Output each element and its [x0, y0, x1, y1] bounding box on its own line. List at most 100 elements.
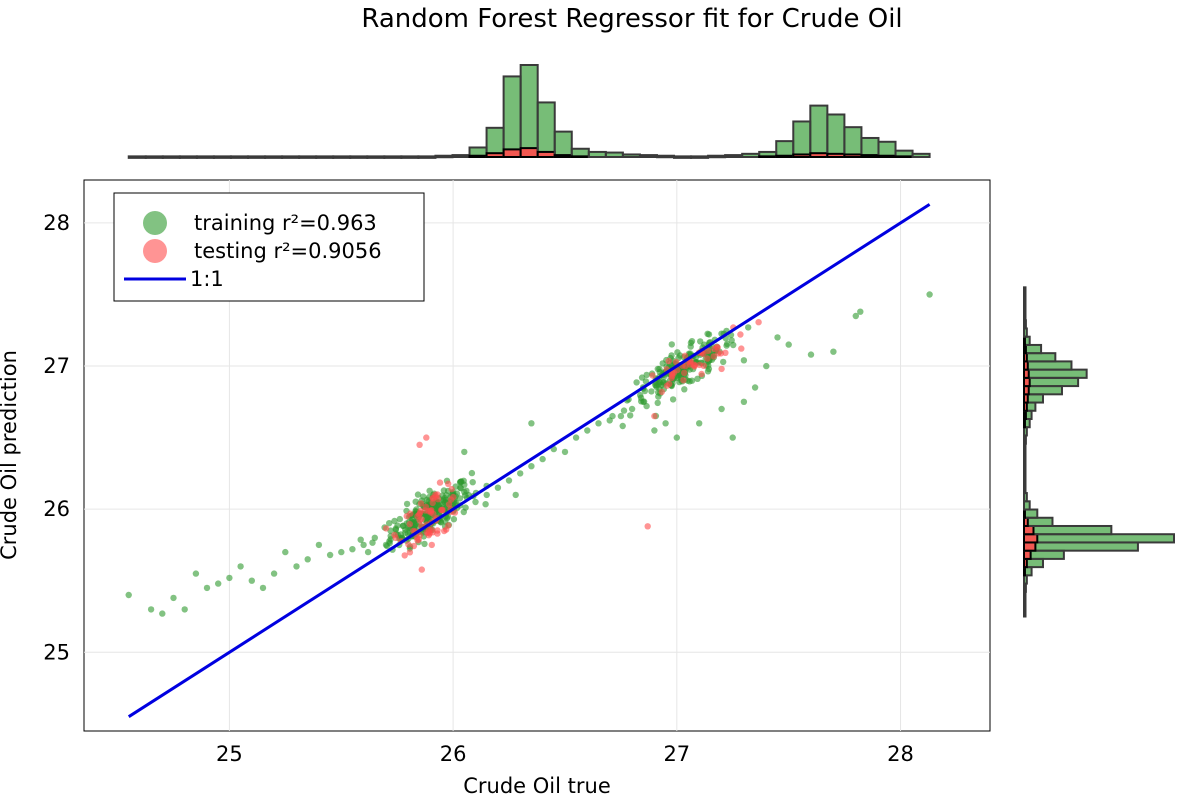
training-point: [654, 399, 661, 407]
training-point: [561, 448, 569, 456]
training-point: [718, 405, 725, 413]
training-point: [125, 591, 132, 599]
training-point: [423, 496, 431, 503]
training-point: [461, 488, 468, 496]
histx-bar-training: [621, 153, 641, 158]
histy-bar-training: [1023, 607, 1027, 618]
histy-bar-training: [1023, 475, 1027, 486]
y-tick-label: 26: [43, 497, 70, 521]
histy-bar-training: [1023, 442, 1027, 453]
training-point: [494, 484, 502, 491]
histx-bar-training: [264, 155, 284, 159]
training-point: [852, 312, 859, 320]
testing-point: [418, 566, 425, 573]
training-point: [450, 516, 458, 523]
training-point: [364, 548, 372, 556]
histx-bar-training: [877, 140, 897, 159]
histx-bar-testing: [894, 155, 914, 159]
histx-bar-testing: [860, 154, 880, 159]
training-point: [387, 536, 394, 543]
training-point: [357, 536, 364, 543]
testing-point: [410, 542, 418, 550]
training-point: [694, 375, 701, 382]
testing-point: [704, 355, 711, 362]
histx-bar-training: [536, 101, 556, 159]
training-point: [270, 570, 278, 577]
histx-bar-testing: [485, 152, 505, 158]
training-point: [704, 368, 712, 375]
training-point: [461, 448, 468, 456]
training-point: [584, 427, 591, 434]
training-point: [705, 331, 713, 338]
training-point: [785, 341, 792, 348]
histx-bar-training: [298, 155, 318, 159]
training-point: [745, 324, 752, 331]
histx-bar-training: [638, 154, 658, 159]
x-tick-label: 25: [216, 742, 243, 766]
training-point: [774, 334, 781, 341]
testing-point: [417, 500, 425, 507]
histy-bar-training: [1023, 302, 1027, 314]
testing-point: [425, 526, 433, 534]
histy-bar-testing: [1023, 566, 1026, 577]
training-point: [633, 379, 640, 386]
testing-point: [691, 363, 698, 370]
marginal-y-histogram: [1023, 286, 1175, 618]
training-point: [642, 378, 650, 385]
histy-bar-training: [1023, 294, 1027, 305]
training-point: [728, 337, 735, 344]
training-point: [159, 610, 166, 617]
histx-bar-training: [911, 152, 931, 159]
y-axis-title: Crude Oil prediction: [0, 350, 21, 560]
training-point: [651, 427, 658, 434]
testing-point: [382, 525, 390, 532]
x-tick-label: 27: [663, 742, 690, 766]
testing-point: [696, 361, 703, 369]
histx-bar-training: [229, 155, 250, 159]
training-point: [400, 522, 407, 529]
testing-point: [680, 377, 687, 384]
histy-bar-testing: [1023, 516, 1029, 527]
training-point: [830, 348, 837, 355]
training-point: [468, 469, 476, 477]
histx-bar-training: [826, 113, 846, 158]
training-point: [472, 498, 479, 506]
training-point: [248, 577, 255, 584]
training-point: [668, 341, 675, 348]
histy-bar-testing: [1023, 352, 1028, 363]
training-point: [674, 349, 681, 356]
testing-point: [406, 520, 413, 528]
histx-bar-training: [434, 154, 454, 159]
training-point: [304, 556, 311, 563]
training-point: [392, 525, 399, 532]
testing-point: [698, 370, 705, 378]
legend-marker-testing: [143, 239, 167, 263]
histy-bar-training: [1023, 352, 1057, 363]
training-point: [857, 308, 864, 315]
training-point: [215, 580, 222, 587]
histx-bar-testing: [570, 155, 590, 159]
training-point: [517, 470, 524, 477]
histx-bar-training: [673, 155, 693, 159]
histy-bar-testing: [1023, 541, 1037, 552]
histy-bar-training: [1023, 524, 1113, 536]
histy-bar-training: [1023, 574, 1028, 585]
testing-point: [406, 549, 414, 556]
training-point: [572, 434, 580, 441]
histx-bar-training: [366, 155, 386, 159]
testing-point: [668, 371, 675, 378]
histx-bar-testing: [468, 154, 488, 158]
training-point: [315, 541, 323, 549]
histx-bar-training: [144, 155, 164, 159]
histx-bar-training: [741, 152, 761, 159]
training-point: [505, 477, 513, 484]
grid-lines: [84, 180, 990, 731]
training-point: [483, 491, 490, 499]
histx-bar-training: [843, 126, 863, 159]
histy-bar-testing: [1023, 409, 1027, 421]
histy-bar-testing: [1023, 343, 1027, 355]
training-point: [203, 584, 211, 592]
training-point: [620, 407, 628, 414]
histy-bar-training: [1023, 533, 1175, 544]
histx-bar-testing: [843, 153, 863, 158]
